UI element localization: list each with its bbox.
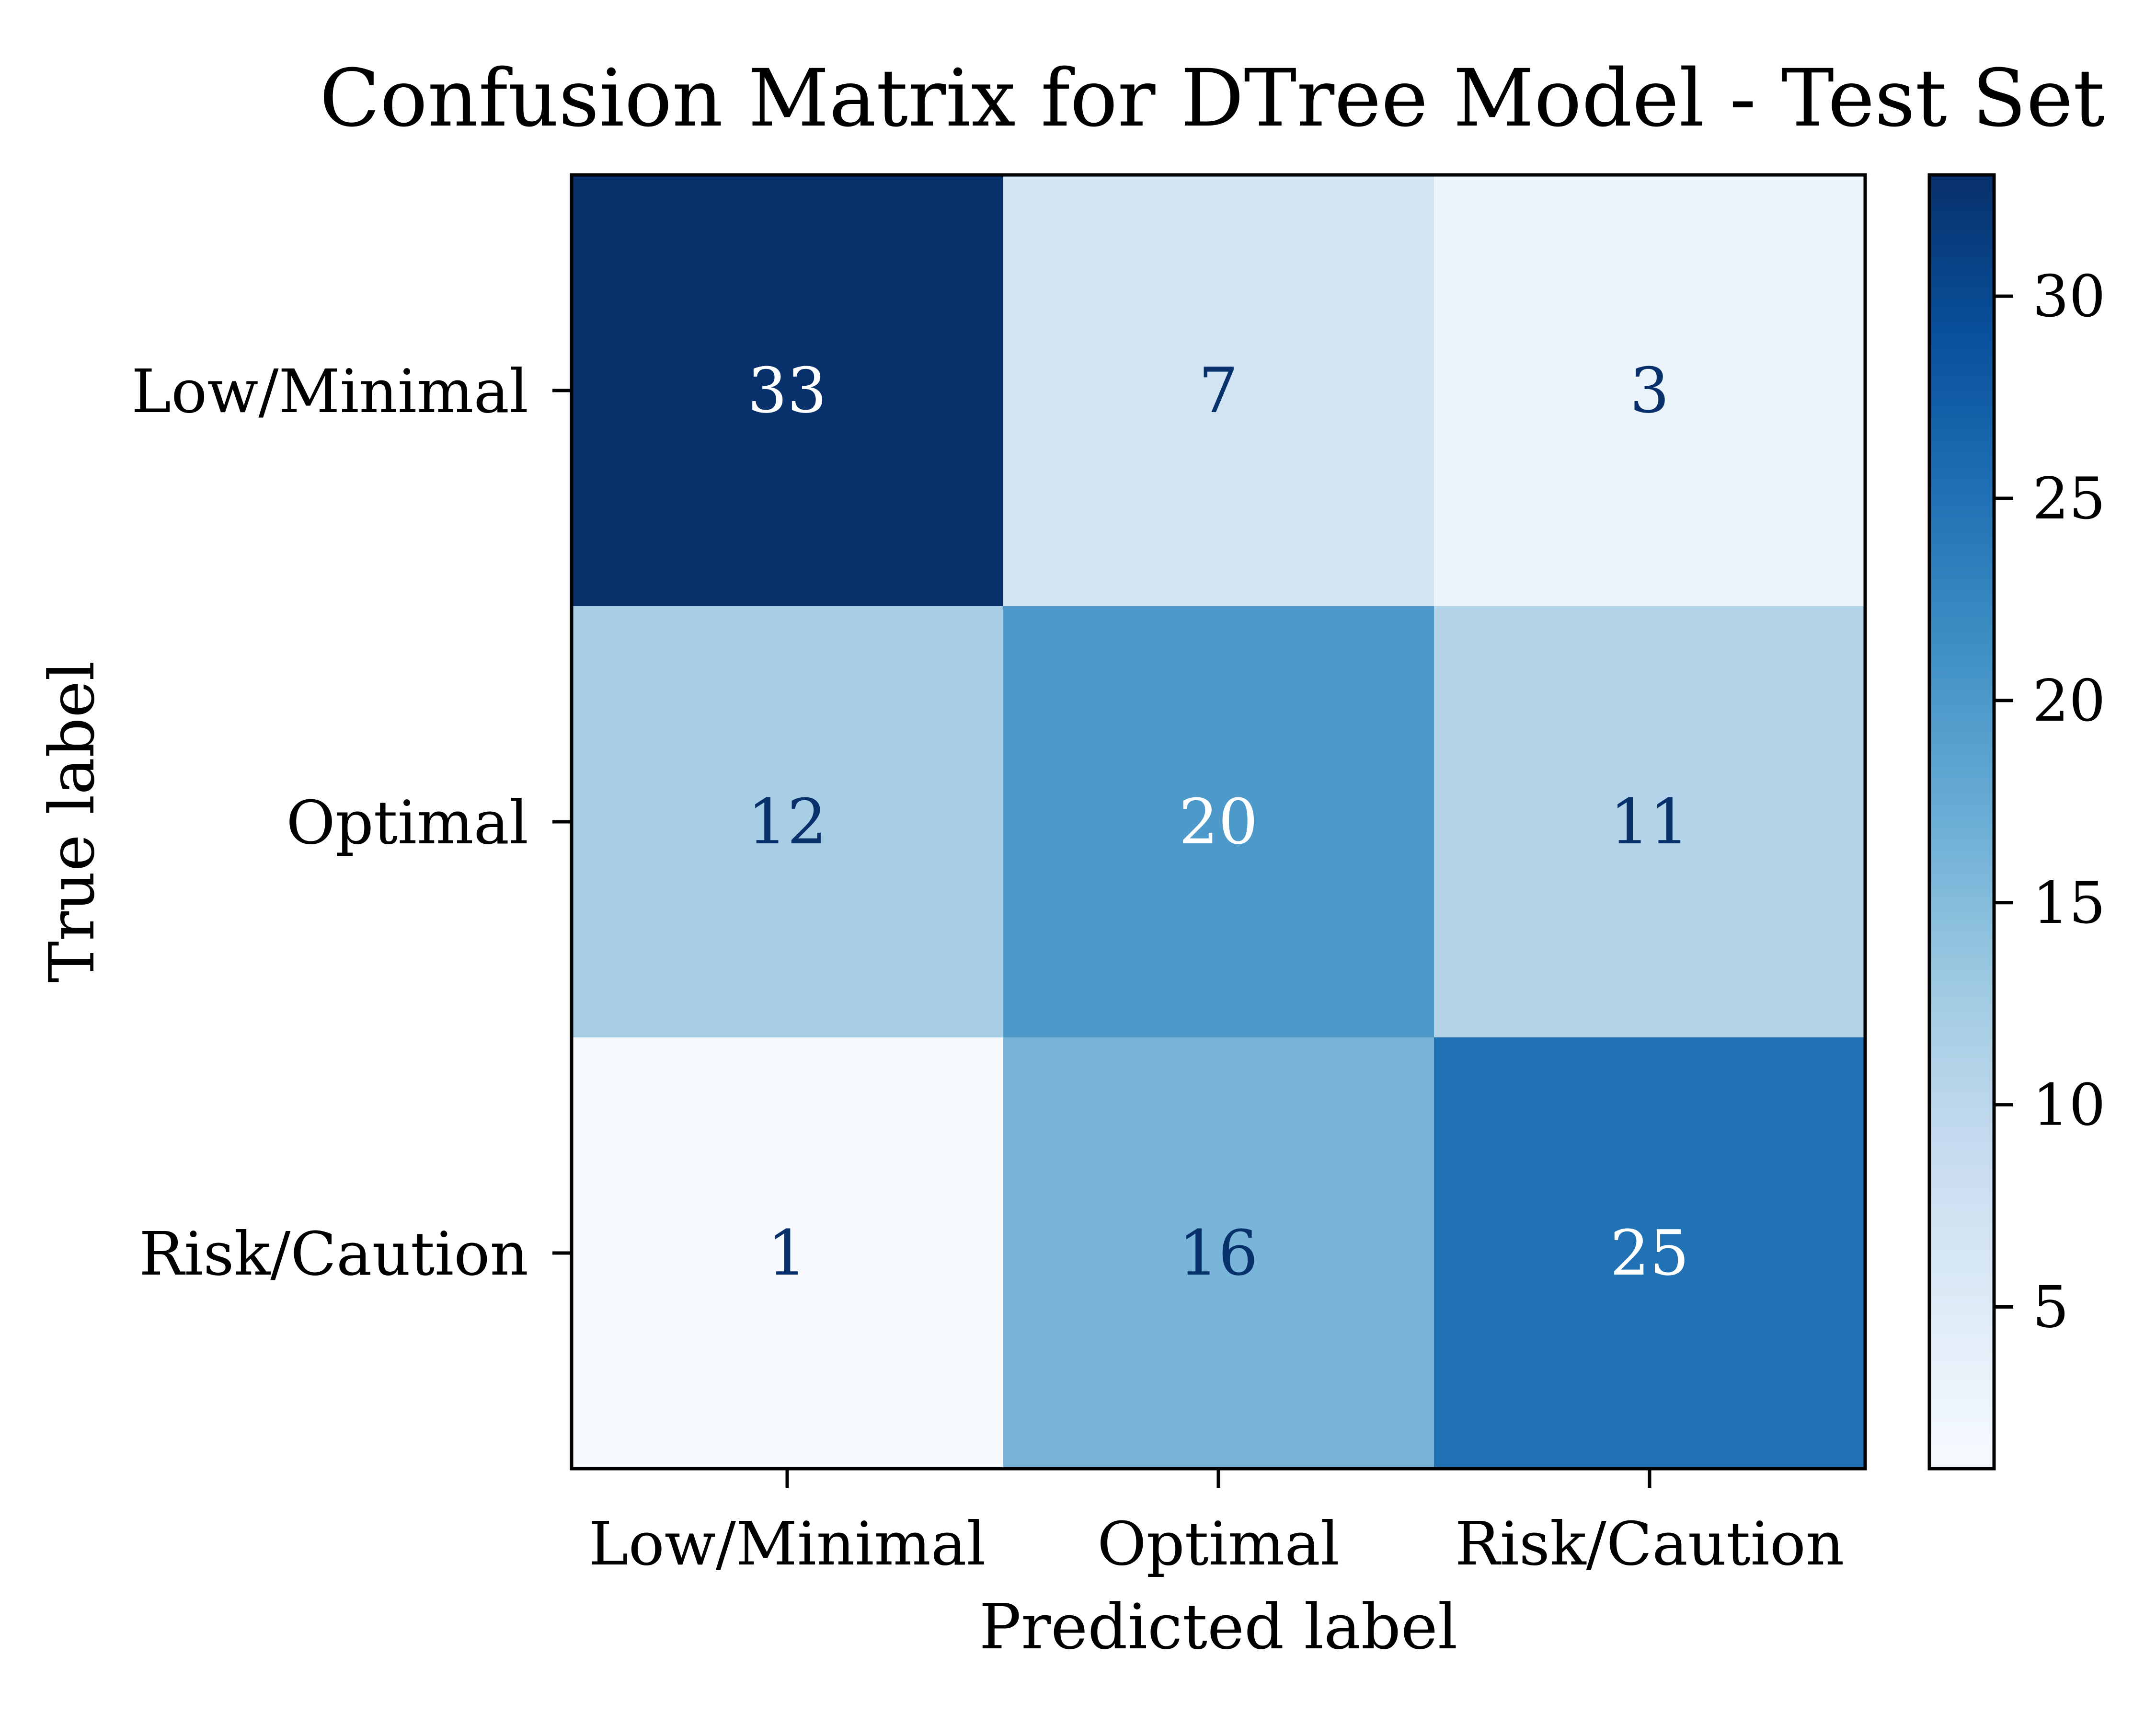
colorbar-tick-label: 10	[2032, 1072, 2106, 1139]
cell-value-r1-c1: 20	[1179, 785, 1258, 858]
cell-value-r0-c0: 33	[747, 354, 826, 427]
colorbar-tick-label: 20	[2032, 668, 2106, 735]
heatmap-cell-r1-c0	[572, 606, 1003, 1038]
cell-value-r0-c2: 3	[1630, 354, 1670, 427]
heatmap-cell-labels: 33 7 312 20 111 16 25	[747, 354, 1689, 1289]
cell-value-r2-c0: 1	[768, 1217, 807, 1289]
x-tick-label: Optimal	[1097, 1509, 1340, 1579]
heatmap-cell-r2-c0	[572, 1037, 1003, 1469]
cell-value-r1-c2: 11	[1610, 785, 1689, 858]
y-tick-label: Low/Minimal	[131, 357, 528, 426]
heatmap-cell-r1-c2	[1434, 606, 1866, 1038]
cell-value-r1-c0: 12	[747, 785, 826, 858]
colorbar-ticks: 5 10 15 20 25 30	[1994, 264, 2106, 1341]
heatmap-cell-r0-c0	[572, 175, 1003, 607]
colorbar-tick-label: 25	[2032, 466, 2106, 532]
x-axis-ticks: Low/Minimal Optimal Risk/Caution	[589, 1469, 1845, 1579]
cell-value-r2-c2: 25	[1610, 1217, 1689, 1289]
y-tick-label: Risk/Caution	[139, 1219, 528, 1289]
chart-title: Confusion Matrix for DTree Model - Test …	[320, 52, 2105, 144]
colorbar	[1927, 173, 1996, 1471]
y-axis-ticks: Low/Minimal Optimal Risk/Caution	[131, 357, 572, 1289]
colorbar-tick-label: 15	[2032, 870, 2106, 937]
heatmap-cell-r0-c2	[1434, 175, 1866, 607]
x-tick-label: Low/Minimal	[589, 1509, 986, 1579]
x-axis-label: Predicted label	[979, 1590, 1458, 1663]
heatmap-cells	[572, 175, 1866, 1469]
heatmap-cell-r2-c1	[1003, 1037, 1434, 1469]
heatmap-cell-r1-c1	[1003, 606, 1434, 1038]
y-axis-label: True label	[35, 661, 108, 983]
y-tick-label: Optimal	[286, 788, 528, 858]
heatmap-cell-r0-c1	[1003, 175, 1434, 607]
cell-value-r2-c1: 16	[1179, 1217, 1258, 1289]
cell-value-r0-c1: 7	[1199, 354, 1239, 427]
heatmap-cell-r2-c2	[1434, 1037, 1866, 1469]
colorbar-tick-label: 30	[2032, 264, 2106, 330]
x-tick-label: Risk/Caution	[1455, 1509, 1845, 1579]
colorbar-tick-label: 5	[2032, 1275, 2069, 1341]
